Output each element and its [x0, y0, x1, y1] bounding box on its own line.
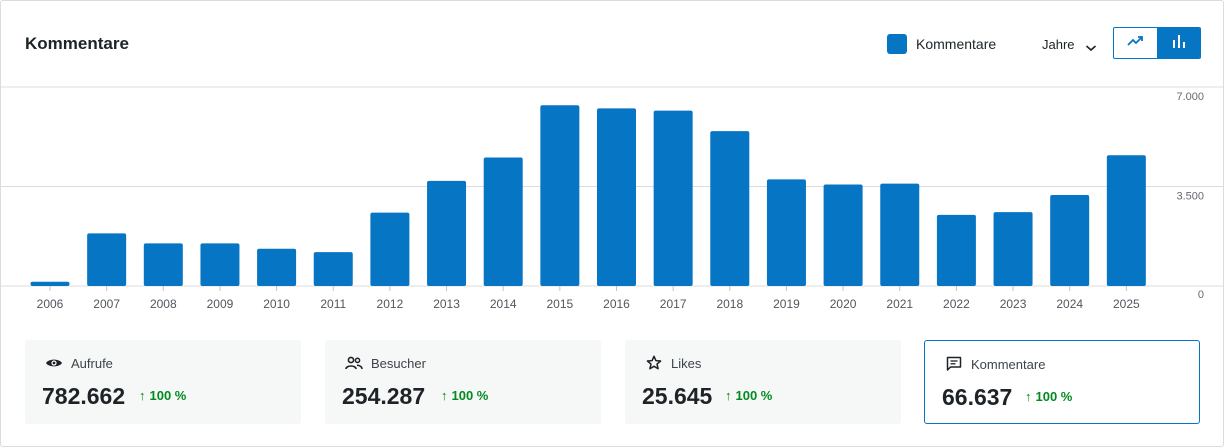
- arrow-up-icon: ↑: [139, 388, 146, 403]
- x-tick-label: 2018: [716, 297, 743, 311]
- period-select[interactable]: Jahre: [1042, 37, 1097, 52]
- x-tick-label: 2007: [93, 297, 120, 311]
- chart-bar: [880, 183, 920, 286]
- x-tick-label: 2021: [886, 297, 913, 311]
- arrow-up-icon: ↑: [441, 388, 448, 403]
- chart-legend: Kommentare: [887, 34, 996, 54]
- chevron-down-icon: [1085, 40, 1097, 51]
- legend-label: Kommentare: [916, 36, 997, 52]
- chart-bar: [993, 212, 1033, 286]
- stat-card-label: Besucher: [371, 355, 426, 371]
- chart-bar: [427, 180, 467, 286]
- stat-card-delta-value: 100 %: [735, 388, 773, 403]
- star-icon: [645, 354, 663, 372]
- x-tick-label: 2009: [207, 297, 234, 311]
- people-icon: [345, 354, 363, 372]
- x-tick-label: 2010: [263, 297, 290, 311]
- chart-bar: [597, 108, 636, 286]
- x-tick-label: 2022: [943, 297, 970, 311]
- chart-bar: [483, 157, 523, 286]
- x-tick-label: 2024: [1056, 297, 1083, 311]
- stat-card-delta-value: 100 %: [451, 388, 489, 403]
- arrow-up-icon: ↑: [725, 388, 732, 403]
- stat-card-value: 782.662: [42, 383, 126, 409]
- x-tick-label: 2019: [773, 297, 800, 311]
- y-tick-label: 7.000: [1176, 91, 1204, 103]
- arrow-up-icon: ↑: [1025, 389, 1032, 404]
- x-tick-label: 2020: [830, 297, 857, 311]
- x-tick-label: 2013: [433, 297, 460, 311]
- x-tick-label: 2012: [377, 297, 404, 311]
- trending-up-icon: [1126, 34, 1145, 53]
- stat-card-delta: ↑ 100 %: [441, 388, 488, 403]
- period-select-label: Jahre: [1042, 37, 1075, 52]
- stat-card-delta-value: 100 %: [1035, 389, 1073, 404]
- stat-card-aufrufe[interactable]: Aufrufe 782.662 ↑ 100 %: [25, 340, 301, 424]
- x-tick-label: 2011: [320, 297, 346, 311]
- stat-cards: Aufrufe 782.662 ↑ 100 % Besucher 254.287…: [25, 340, 1201, 424]
- stat-card-kommentare[interactable]: Kommentare 66.637 ↑ 100 %: [924, 340, 1200, 424]
- stat-card-delta: ↑ 100 %: [139, 388, 186, 403]
- comment-icon: [945, 355, 963, 373]
- x-tick-label: 2014: [490, 297, 517, 311]
- stat-card-besucher[interactable]: Besucher 254.287 ↑ 100 %: [325, 340, 601, 424]
- chart-bar: [1050, 195, 1090, 286]
- chart-bar: [30, 281, 70, 286]
- bar-chart-button[interactable]: [1157, 28, 1200, 58]
- legend-swatch: [887, 34, 907, 54]
- chart-bar: [766, 179, 806, 286]
- chart-bar: [710, 131, 750, 286]
- stat-card-delta-value: 100 %: [149, 388, 187, 403]
- x-tick-label: 2016: [603, 297, 630, 311]
- x-tick-label: 2025: [1113, 297, 1140, 311]
- x-tick-label: 2017: [660, 297, 687, 311]
- stat-card-label: Likes: [671, 355, 702, 371]
- bar-chart-icon: [1171, 33, 1187, 54]
- stat-card-value: 66.637: [942, 384, 1013, 410]
- chart-bar: [540, 105, 580, 286]
- chart-svg: 7.000 3.500 0 2006 2007 2008 2009 2010 2011 2012 2…: [1, 86, 1224, 311]
- eye-icon: [45, 354, 63, 372]
- stat-card-label: Kommentare: [971, 356, 1046, 372]
- stat-card-value: 25.645: [642, 383, 713, 409]
- stat-card-delta: ↑ 100 %: [725, 388, 772, 403]
- chart-bar: [1106, 155, 1146, 286]
- chart-bar: [200, 243, 240, 286]
- x-tick-label: 2008: [150, 297, 177, 311]
- y-tick-label: 0: [1198, 289, 1204, 301]
- chart-type-toggle: [1113, 27, 1201, 59]
- line-chart-button[interactable]: [1114, 28, 1157, 58]
- y-tick-label: 3.500: [1176, 191, 1204, 203]
- chart-bar: [143, 243, 183, 286]
- page-title: Kommentare: [25, 34, 129, 53]
- x-tick-label: 2006: [37, 297, 64, 311]
- chart-bar: [313, 252, 353, 286]
- stat-card-value: 254.287: [342, 383, 426, 409]
- stat-card-delta: ↑ 100 %: [1025, 389, 1072, 404]
- stat-card-likes[interactable]: Likes 25.645 ↑ 100 %: [625, 340, 901, 424]
- chart-bar: [370, 212, 410, 286]
- x-tick-label: 2015: [546, 297, 573, 311]
- chart-bar: [87, 233, 127, 286]
- chart-bar: [653, 110, 693, 286]
- chart-bar: [936, 214, 976, 286]
- chart-bar: [257, 248, 297, 286]
- stat-card-label: Aufrufe: [71, 355, 113, 371]
- bar-chart: 7.000 3.500 0 2006 2007 2008 2009 2010 2011 2012 2…: [1, 85, 1224, 315]
- x-tick-label: 2023: [1000, 297, 1027, 311]
- chart-bar: [823, 184, 863, 286]
